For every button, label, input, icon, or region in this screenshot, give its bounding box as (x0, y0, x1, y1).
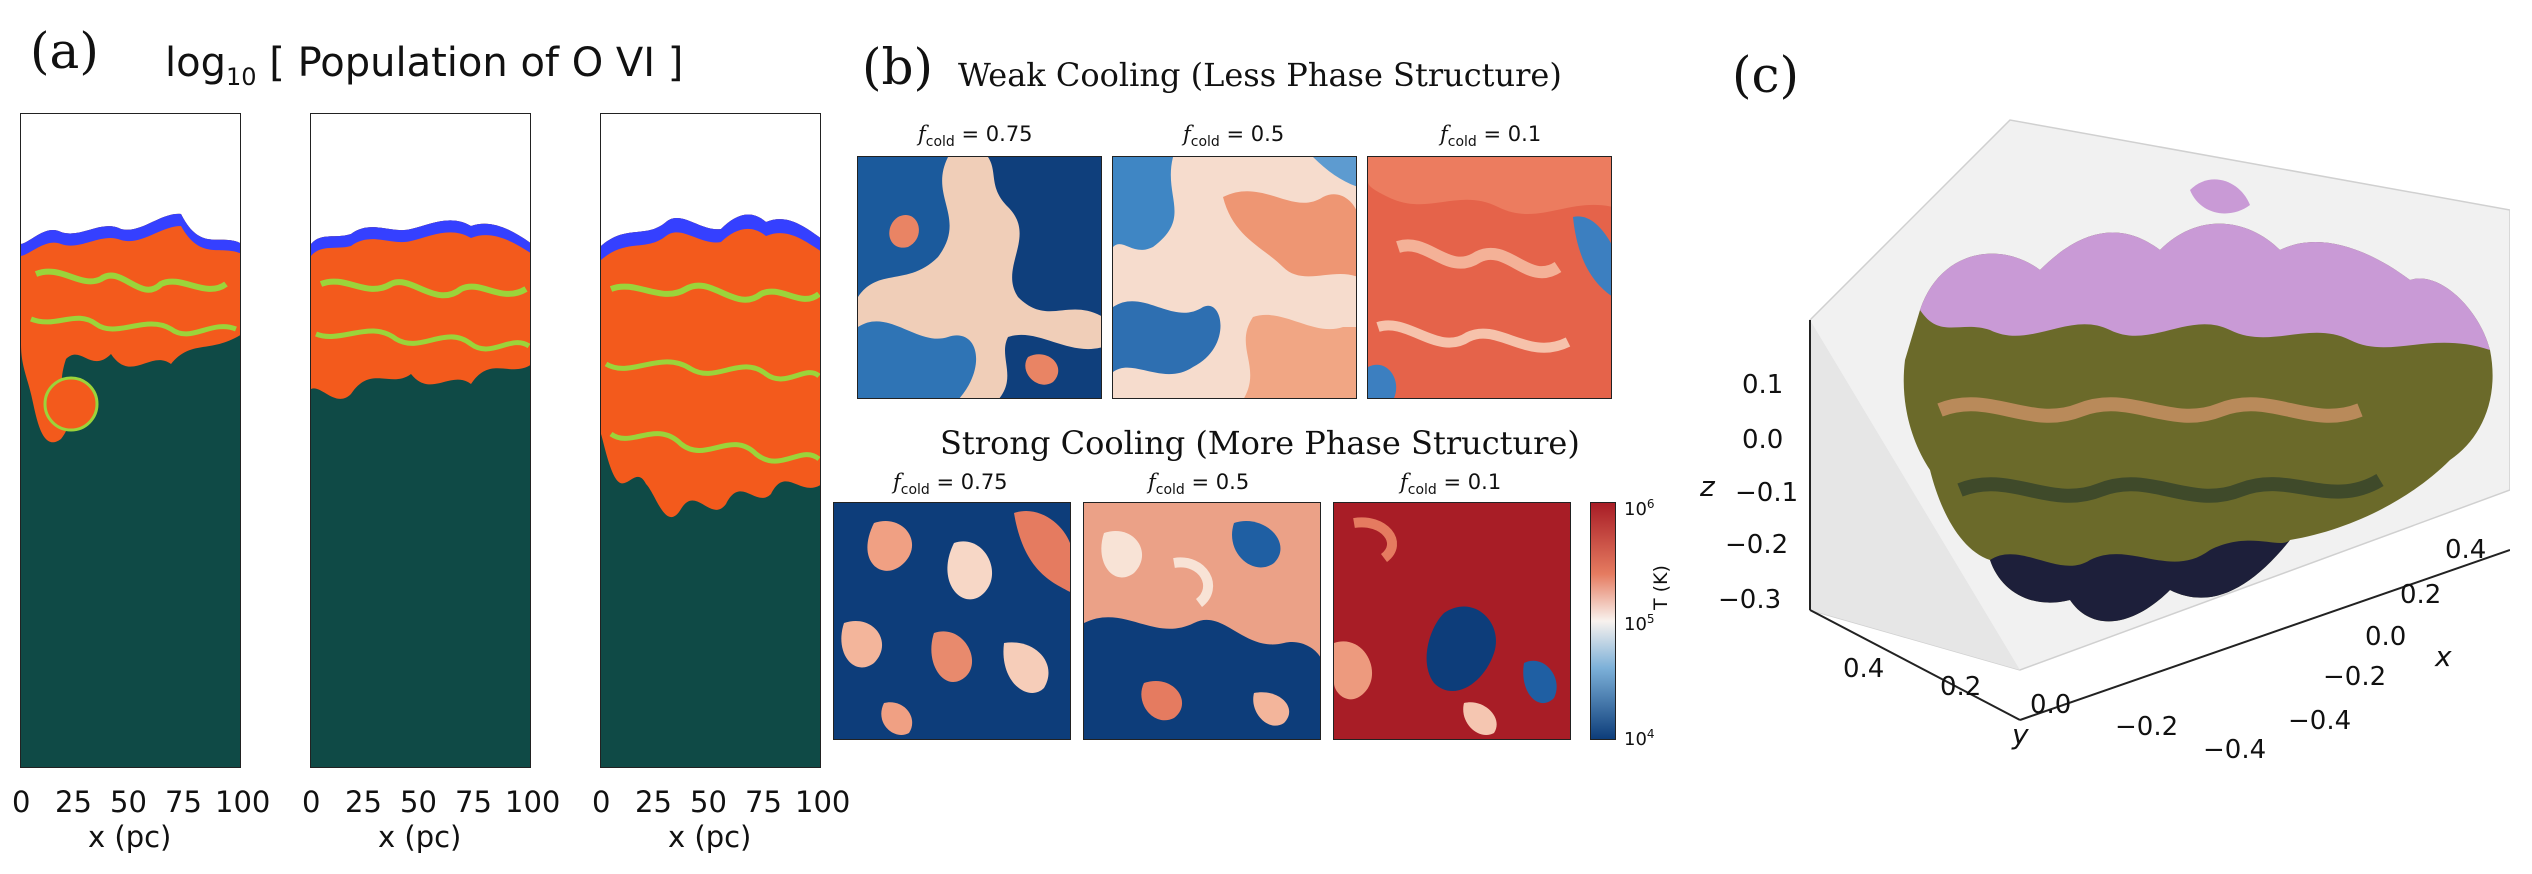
z-axis-label: z (1700, 470, 1715, 503)
z-tick-0.1: 0.1 (1742, 370, 1784, 400)
ovi-column-3 (600, 113, 821, 768)
strong-map-1-image (834, 503, 1070, 739)
weak-fcold-label-1: fcold = 0.75 (918, 122, 1033, 151)
ovi-column-2 (310, 113, 531, 768)
x-tick-0.4: 0.4 (2445, 535, 2487, 565)
z-tick-minus0.1: −0.1 (1735, 478, 1799, 508)
ovi-col2-xtick-100: 100 (505, 785, 561, 819)
ovi-column-2-image (311, 114, 530, 767)
ovi-col3-xlabel: x (pc) (668, 820, 752, 854)
colorbar-tick-mid: 105 (1624, 612, 1655, 635)
ovi-col1-xlabel: x (pc) (88, 820, 172, 854)
ovi-column-1 (20, 113, 241, 768)
ovi-col2-xlabel: x (pc) (378, 820, 462, 854)
ovi-col3-xtick-100: 100 (795, 785, 851, 819)
ovi-column-1-image (21, 114, 240, 767)
strong-map-3-image (1334, 503, 1570, 739)
x-axis-label: x (2435, 640, 2452, 673)
ovi-col3-xtick-25: 25 (635, 785, 672, 819)
ovi-col2-xtick-25: 25 (345, 785, 382, 819)
x-tick-minus0.2: −0.2 (2323, 662, 2387, 692)
strong-fcold-label-1: fcold = 0.75 (893, 470, 1008, 499)
ovi-col3-xtick-0: 0 (592, 785, 611, 819)
weak-fcold-label-3: fcold = 0.1 (1440, 122, 1542, 151)
weak-fcold-label-2: fcold = 0.5 (1183, 122, 1285, 151)
ovi-col1-xtick-25: 25 (55, 785, 92, 819)
ovi-col2-xtick-50: 50 (400, 785, 437, 819)
strong-map-fcold-0.1 (1333, 502, 1571, 740)
y-tick-minus0.4: −0.4 (2203, 735, 2267, 765)
ovi-col1-xtick-100: 100 (215, 785, 271, 819)
weak-map-fcold-0.75 (857, 156, 1102, 399)
weak-cooling-title: Weak Cooling (Less Phase Structure) (958, 56, 1562, 94)
strong-cooling-title: Strong Cooling (More Phase Structure) (940, 424, 1580, 462)
panel-c-letter: (c) (1732, 46, 1800, 104)
ovi-col2-xtick-75: 75 (455, 785, 492, 819)
ovi-column-3-image (601, 114, 820, 767)
colorbar-label: T (K) (1650, 565, 1672, 610)
ovi-col3-xtick-75: 75 (745, 785, 782, 819)
ovi-col3-xtick-50: 50 (690, 785, 727, 819)
weak-map-1-image (858, 157, 1101, 398)
y-tick-0.2: 0.2 (1940, 672, 1982, 702)
y-tick-0.0: 0.0 (2030, 690, 2072, 720)
ovi-col1-xtick-0: 0 (12, 785, 31, 819)
panel-a-letter: (a) (30, 22, 99, 80)
weak-map-2-image (1113, 157, 1356, 398)
colorbar-tick-top: 106 (1624, 497, 1655, 520)
ovi-col2-xtick-0: 0 (302, 785, 321, 819)
ovi-col1-xtick-75: 75 (165, 785, 202, 819)
weak-map-fcold-0.5 (1112, 156, 1357, 399)
z-tick-0.0: 0.0 (1742, 425, 1784, 455)
ovi-col1-xtick-50: 50 (110, 785, 147, 819)
z-tick-minus0.3: −0.3 (1718, 585, 1782, 615)
isosurface-3d-render (1809, 119, 2510, 721)
z-tick-minus0.2: −0.2 (1725, 530, 1789, 560)
colorbar-tick-bottom: 104 (1624, 727, 1655, 750)
strong-map-fcold-0.5 (1083, 502, 1321, 740)
x-tick-0.2: 0.2 (2400, 580, 2442, 610)
temperature-colorbar (1590, 502, 1616, 740)
panel-b-letter: (b) (862, 38, 934, 96)
panel-a-title: log10 [ Population of O VI ] (165, 40, 684, 91)
x-tick-minus0.4: −0.4 (2288, 706, 2352, 736)
strong-fcold-label-2: fcold = 0.5 (1148, 470, 1250, 499)
x-tick-0.0: 0.0 (2365, 622, 2407, 652)
weak-map-fcold-0.1 (1367, 156, 1612, 399)
strong-map-2-image (1084, 503, 1320, 739)
weak-map-3-image (1368, 157, 1611, 398)
y-tick-0.4: 0.4 (1843, 654, 1885, 684)
strong-map-fcold-0.75 (833, 502, 1071, 740)
y-axis-label: y (2012, 718, 2029, 751)
strong-fcold-label-3: fcold = 0.1 (1400, 470, 1502, 499)
y-tick-minus0.2: −0.2 (2115, 712, 2179, 742)
